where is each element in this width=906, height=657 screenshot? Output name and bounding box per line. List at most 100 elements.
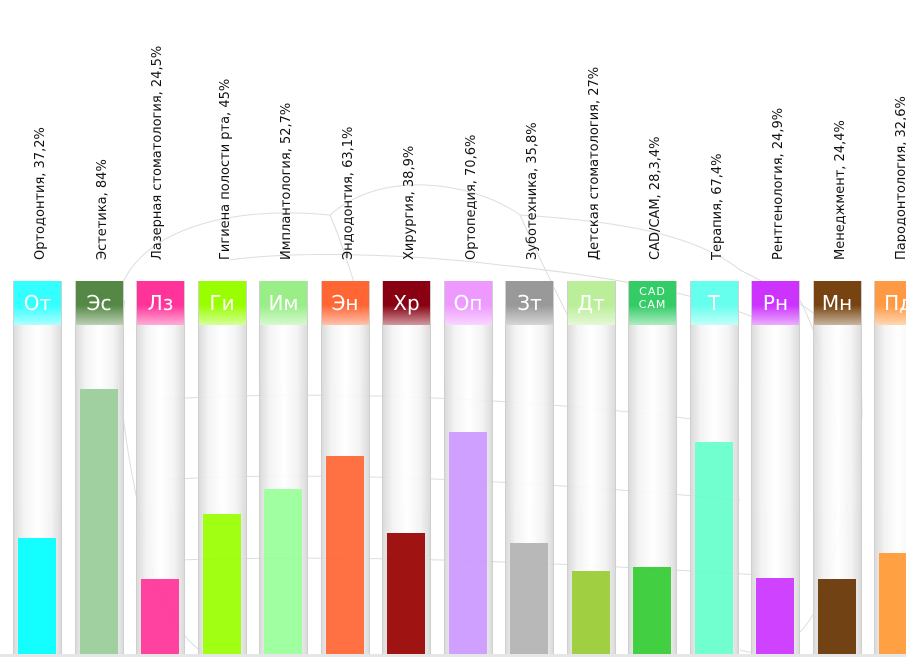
bar (79, 389, 118, 657)
chart-column: Пародонтология, 32,6% Пд (874, 0, 906, 657)
column-border (812, 281, 814, 657)
column-border (74, 281, 76, 657)
category-abbreviation-badge: Эн (320, 281, 370, 325)
chart-column: Эстетика, 84% Эс (74, 0, 124, 657)
column-border (553, 281, 554, 657)
chart-column: Гигиена полости рта, 45% Ги (197, 0, 247, 657)
column-border (628, 281, 629, 657)
chart-column: Ортопедия, 70,6% Оп (443, 0, 493, 657)
category-abbreviation-badge: Лз (136, 281, 185, 325)
category-abbreviation-badge: Им (259, 281, 308, 325)
bar (756, 578, 794, 657)
category-abbreviation-badge: Эс (74, 281, 124, 325)
bar-track (689, 325, 739, 657)
category-abbreviation-badge: Зт (505, 281, 554, 325)
column-border (751, 281, 752, 657)
category-label: CAD/CAM, 28,3,4% (648, 136, 663, 260)
category-abbreviation-badge: Оп (443, 281, 493, 325)
column-border (259, 281, 260, 657)
bar (141, 579, 179, 657)
category-abbreviation-badge: Ги (197, 281, 247, 325)
column-border (184, 281, 185, 657)
category-abbreviation-badge: Мн (812, 281, 862, 325)
column-border (61, 281, 62, 657)
bar-track (505, 325, 554, 657)
column-border (689, 281, 691, 657)
bar-track (320, 325, 370, 657)
bar (264, 489, 302, 657)
bar (202, 514, 241, 657)
category-abbreviation-badge: Хр (382, 281, 431, 325)
bar-track (382, 325, 431, 657)
column-border (737, 281, 739, 657)
category-abbreviation-badge: Пд (874, 281, 906, 325)
bar-track (13, 325, 62, 657)
bar-track (566, 325, 616, 657)
category-label: Пародонтология, 32,6% (894, 96, 906, 260)
bar-track (874, 325, 906, 657)
category-abbreviation-badge: От (13, 281, 62, 325)
column-border (443, 281, 445, 657)
bar (510, 543, 548, 657)
column-border (136, 281, 137, 657)
column-border (307, 281, 308, 657)
column-border (491, 281, 493, 657)
category-label: Детская стоматология, 27% (586, 66, 602, 260)
column-border (799, 281, 800, 657)
chart-column: Хирургия, 38,9% Хр (382, 0, 431, 657)
bar (633, 567, 671, 657)
chart-column: Детская стоматология, 27% Дт (566, 0, 616, 657)
column-border (430, 281, 431, 657)
category-label: Хирургия, 38,9% (402, 145, 417, 260)
bar-track (197, 325, 247, 657)
chart-column: Менеджмент, 24,4% Мн (812, 0, 862, 657)
category-label: Эндодонтия, 63,1% (340, 126, 356, 260)
category-label: Менеджмент, 24,4% (832, 120, 848, 260)
chart-column: Рентгенология, 24,9% Рн (751, 0, 800, 657)
category-abbreviation-badge: CAD CAM (628, 281, 677, 325)
category-label: Ортопедия, 70,6% (463, 134, 479, 260)
chart-column: Имплантология, 52,7% Им (259, 0, 308, 657)
bar (817, 579, 856, 657)
column-border (614, 281, 616, 657)
bar-track (259, 325, 308, 657)
bar-track (136, 325, 185, 657)
bar-track (443, 325, 493, 657)
column-border (382, 281, 383, 657)
bar-track (812, 325, 862, 657)
bar (571, 571, 610, 657)
bar (18, 538, 56, 657)
bar-track (751, 325, 800, 657)
chart-baseline (0, 654, 906, 657)
column-border (245, 281, 247, 657)
chart-column: Ортодонтия, 37,2% От (13, 0, 62, 657)
chart-column: Эндодонтия, 63,1% Эн (320, 0, 370, 657)
bar-track (74, 325, 124, 657)
category-label: Имплантология, 52,7% (279, 102, 294, 260)
category-abbreviation-badge: Дт (566, 281, 616, 325)
category-abbreviation-badge: Рн (751, 281, 800, 325)
category-abbreviation-badge: Т (689, 281, 739, 325)
chart-column: CAD/CAM, 28,3,4% CAD CAM (628, 0, 677, 657)
column-border (505, 281, 506, 657)
bar-track (628, 325, 677, 657)
column-border (197, 281, 199, 657)
chart-column: Зуботехника, 35,8% Зт (505, 0, 554, 657)
bar (879, 553, 906, 657)
column-border (320, 281, 322, 657)
category-label: Гигиена полости рта, 45% (217, 78, 233, 260)
column-border (676, 281, 677, 657)
chart-column: Терапия, 67,4% Т (689, 0, 739, 657)
bar (694, 442, 733, 657)
category-label: Ортодонтия, 37,2% (33, 127, 48, 260)
category-label: Лазерная стоматология, 24,5% (150, 45, 165, 260)
bar (448, 432, 487, 657)
bar (387, 533, 425, 657)
chart-column: Лазерная стоматология, 24,5% Лз (136, 0, 185, 657)
category-label: Терапия, 67,4% (709, 153, 725, 261)
column-border (874, 281, 875, 657)
category-label: Рентгенология, 24,9% (771, 107, 786, 260)
column-border (368, 281, 370, 657)
category-label: Эстетика, 84% (94, 159, 110, 260)
